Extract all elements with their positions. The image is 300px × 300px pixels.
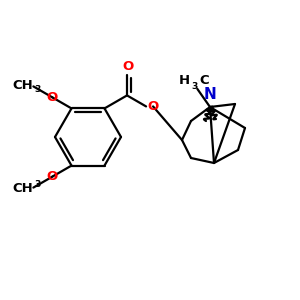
Text: O: O	[47, 91, 58, 104]
Text: 3: 3	[34, 180, 41, 189]
Text: O: O	[122, 60, 134, 74]
Text: N: N	[204, 87, 216, 102]
Text: CH: CH	[13, 79, 33, 92]
Text: C: C	[200, 74, 209, 87]
Text: O: O	[147, 100, 158, 113]
Text: H: H	[178, 74, 189, 87]
Text: CH: CH	[13, 182, 33, 195]
Text: O: O	[47, 170, 58, 183]
Text: 3: 3	[191, 82, 198, 91]
Text: 3: 3	[34, 85, 41, 94]
